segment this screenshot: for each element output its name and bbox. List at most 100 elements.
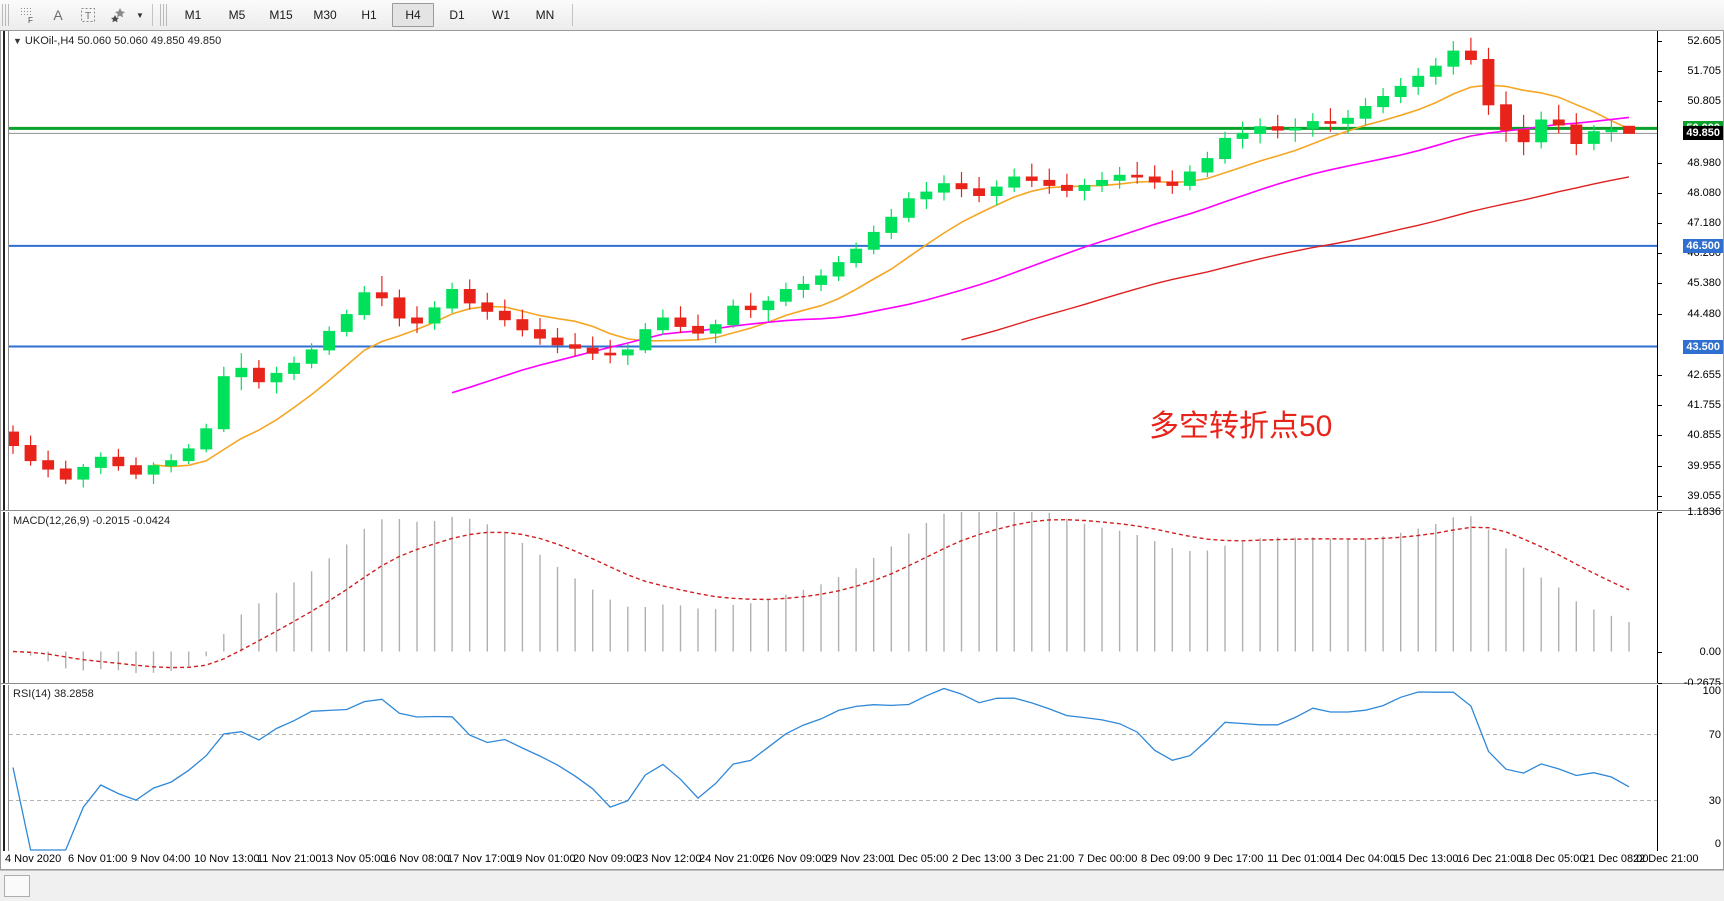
macd-plot[interactable] [9, 512, 1723, 683]
price-tick-label: 50.805 [1687, 95, 1721, 108]
price-pane[interactable]: ▼ UKOil-,H4 50.060 50.060 49.850 49.850 多… [1, 31, 1723, 511]
time-axis[interactable]: 4 Nov 2020 6 Nov 01:00 9 Nov 04:00 10 Nov 1… [1, 851, 1723, 869]
price-tick [1658, 405, 1662, 407]
price-tick-label: 48.980 [1687, 156, 1721, 169]
collapse-triangle-icon[interactable]: ▼ [13, 36, 22, 46]
price-tick-label: 42.655 [1687, 368, 1721, 381]
macd-tick-label: 0.00 [1699, 645, 1721, 658]
timeframe-h4[interactable]: H4 [392, 3, 434, 27]
time-tick-label: 15 Dec 13:00 [1393, 853, 1459, 865]
timeframe-mn[interactable]: MN [535, 8, 555, 22]
svg-text:A: A [53, 7, 63, 23]
chevron-down-icon[interactable]: ▼ [136, 10, 144, 20]
price-tick [1658, 40, 1662, 42]
macd-label: MACD(12,26,9) -0.2015 -0.0424 [13, 515, 171, 527]
time-tick-label: 2 Dec 13:00 [952, 853, 1012, 865]
price-tick [1658, 192, 1662, 194]
price-tick [1658, 253, 1662, 255]
timeframe-m30[interactable]: M30 [313, 8, 337, 22]
time-tick-label: 24 Nov 21:00 [699, 853, 765, 865]
price-tick [1658, 162, 1662, 164]
timeframe-d1[interactable]: D1 [449, 8, 465, 22]
main-toolbar: F A T ▼ M1 M5 M15 M30 H1 H4 D1 W1 MN [0, 0, 1724, 31]
crosshair-f-icon[interactable]: F [14, 2, 42, 28]
svg-text:F: F [28, 16, 33, 24]
price-tick-label: 39.955 [1687, 459, 1721, 472]
price-tick-label: 45.380 [1687, 277, 1721, 290]
price-tick [1658, 374, 1662, 376]
price-tick [1658, 313, 1662, 315]
rsi-tick-label: 0 [1714, 838, 1721, 850]
rsi-tick-label: 30 [1708, 794, 1721, 807]
time-tick-label: 1 Dec 05:00 [889, 853, 949, 865]
price-tick [1658, 283, 1662, 285]
text-a-icon[interactable]: A [44, 2, 72, 28]
time-tick-label: 16 Dec 21:00 [1457, 853, 1523, 865]
time-tick-label: 7 Dec 00:00 [1078, 853, 1138, 865]
timeframe-m15[interactable]: M15 [269, 8, 293, 22]
last-price-tag: 49.850 [1683, 126, 1723, 141]
time-tick-label: 9 Nov 04:00 [131, 853, 191, 865]
price-tick [1658, 435, 1662, 437]
price-plot[interactable]: 多空转折点50 [9, 31, 1723, 510]
time-tick-label: 23 Nov 12:00 [636, 853, 702, 865]
time-tick-label: 20 Nov 09:00 [573, 853, 639, 865]
time-tick-label: 16 Nov 08:00 [384, 853, 450, 865]
timeframe-h1[interactable]: H1 [361, 8, 377, 22]
timeframe-m1[interactable]: M1 [184, 8, 202, 22]
time-tick-label: 21 Dec 08:00 [1583, 853, 1649, 865]
time-tick-label: 29 Nov 23:00 [825, 853, 891, 865]
price-tick-label: 44.480 [1687, 307, 1721, 320]
text-label-icon[interactable]: T [74, 2, 102, 28]
price-tick [1658, 101, 1662, 103]
price-scale[interactable]: 52.605 51.705 50.805 48.980 48.080 47.180 46.2… [1657, 31, 1723, 510]
timeframe-grip[interactable] [160, 4, 169, 26]
price-tick [1658, 223, 1662, 224]
rsi-tick-label: 70 [1708, 728, 1721, 741]
time-tick-label: 13 Nov 05:00 [321, 853, 387, 865]
rsi-plot[interactable] [9, 685, 1723, 851]
price-tick-label: 48.080 [1687, 186, 1721, 199]
time-tick-label: 3 Dec 21:00 [1015, 853, 1075, 865]
price-tick-label: 40.855 [1687, 429, 1721, 442]
timeframe-bar: M1 M5 M15 M30 H1 H4 D1 W1 MN [171, 3, 567, 27]
price-tick [1658, 495, 1662, 497]
toolbar-grip[interactable] [2, 4, 11, 26]
chart-tab[interactable] [4, 875, 30, 897]
time-tick-label: 11 Nov 21:00 [257, 853, 322, 865]
time-tick-label: 9 Dec 17:00 [1204, 853, 1264, 865]
price-tick-label: 52.605 [1687, 34, 1721, 47]
price-level-tag[interactable]: 43.500 [1683, 339, 1723, 354]
time-tick-label: 19 Nov 01:00 [510, 853, 576, 865]
chart-annotation-text[interactable]: 多空转折点50 [1149, 410, 1333, 443]
macd-pane[interactable]: MACD(12,26,9) -0.2015 -0.0424 1.1836 0.00… [1, 506, 1723, 689]
time-tick-label: 10 Nov 13:00 [194, 853, 260, 865]
price-tick [1658, 465, 1662, 467]
time-tick-label: 22 Dec 21:00 [1633, 853, 1699, 865]
rsi-tick-label: 100 [1702, 685, 1721, 697]
timeframe-w1[interactable]: W1 [492, 8, 510, 22]
rsi-pane[interactable]: RSI(14) 38.2858 100 70 30 0 [1, 685, 1723, 851]
rsi-scale[interactable]: 100 70 30 0 [1657, 685, 1723, 851]
macd-scale[interactable]: 1.1836 0.00 -0.2675 [1657, 506, 1723, 689]
time-tick-label: 26 Nov 09:00 [762, 853, 828, 865]
time-tick-label: 14 Dec 04:00 [1330, 853, 1396, 865]
toolbar-separator-2 [572, 4, 573, 26]
symbol-info-label: ▼ UKOil-,H4 50.060 50.060 49.850 49.850 [13, 35, 222, 47]
objects-icon[interactable] [104, 2, 132, 28]
svg-text:T: T [85, 11, 91, 22]
timeframe-m5[interactable]: M5 [228, 8, 246, 22]
price-level-tag[interactable]: 46.500 [1683, 238, 1723, 253]
time-tick-label: 11 Dec 01:00 [1267, 853, 1332, 865]
time-tick-label: 17 Nov 17:00 [447, 853, 513, 865]
macd-tick-label: 1.1836 [1687, 506, 1721, 518]
rsi-pane-left-edge [1, 685, 9, 851]
price-tick [1658, 71, 1662, 73]
price-pane-left-edge [1, 31, 9, 510]
time-tick-label: 18 Dec 05:00 [1520, 853, 1586, 865]
price-tick-label: 51.705 [1687, 65, 1721, 78]
chart-area[interactable]: ▼ UKOil-,H4 50.060 50.060 49.850 49.850 多… [0, 30, 1724, 870]
time-tick-label: 4 Nov 2020 [5, 853, 62, 865]
toolbar-separator [152, 4, 153, 26]
